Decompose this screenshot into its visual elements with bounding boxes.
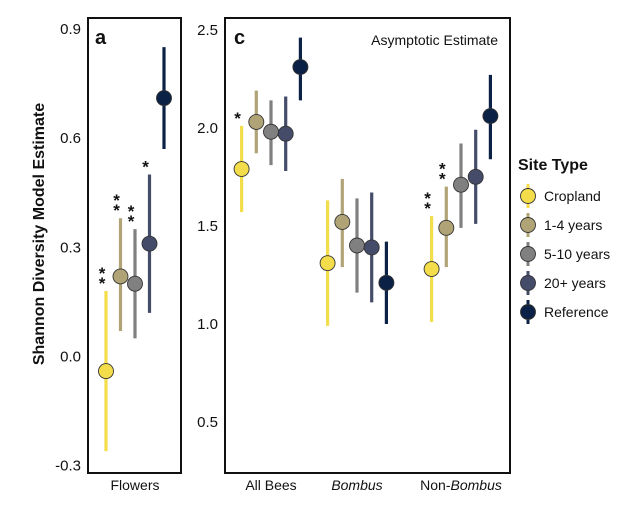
legend-item: Cropland (520, 184, 601, 208)
data-point (453, 176, 469, 193)
data-point (156, 90, 172, 107)
significance-star: * (99, 264, 106, 283)
significance-star: * (439, 170, 446, 189)
significance-star: * (142, 158, 149, 177)
panel-c-marks: ***** (233, 37, 499, 326)
y-tick-label: 0.5 (197, 414, 218, 431)
data-point (349, 237, 365, 254)
panel-a: a -0.30.00.30.60.9 **** *** Flowers (55, 17, 182, 493)
data-point (467, 168, 484, 185)
y-tick-label: 0.0 (60, 349, 81, 366)
y-tick-label: 2.5 (197, 22, 218, 39)
legend-label: 5-10 years (544, 246, 610, 262)
legend-item: Reference (520, 300, 609, 324)
panel-a-categories: Flowers (110, 477, 159, 493)
significance-star: * (128, 212, 135, 231)
legend-label: Cropland (544, 188, 601, 204)
significance-star: * (234, 109, 241, 128)
y-tick-label: 1.0 (197, 316, 218, 333)
data-point (141, 235, 158, 252)
significance-star: * (113, 201, 120, 220)
panel-c-frame (224, 17, 511, 474)
y-tick-label: 0.3 (60, 239, 81, 256)
panel-c-annotation: Asymptotic Estimate (371, 32, 498, 48)
y-tick-label: 1.5 (197, 218, 218, 235)
legend-marker (520, 304, 536, 320)
y-axis-title: Shannon Diversity Model Estimate (31, 103, 48, 365)
legend-marker (520, 246, 536, 262)
legend-item: 20+ years (520, 271, 606, 295)
legend-label: 1-4 years (544, 217, 602, 233)
legend-marker (520, 188, 536, 204)
legend-marker (520, 275, 536, 291)
panel-c: c Asymptotic Estimate 0.51.01.52.02.5 **… (197, 17, 511, 493)
legend-label: Reference (544, 304, 609, 320)
significance-star: * (128, 202, 135, 221)
panel-a-y-ticks: -0.3 0.0 0.3 0.6 0.9 (55, 21, 81, 475)
significance-star: * (99, 274, 106, 293)
category-label: Non-Bombus (420, 477, 502, 493)
data-point (482, 108, 499, 125)
legend-title: Site Type (518, 157, 588, 174)
data-point (319, 255, 336, 272)
significance-star: * (424, 189, 431, 208)
category-label: All Bees (245, 477, 296, 493)
legend-item: 5-10 years (520, 242, 610, 266)
data-point (277, 125, 294, 142)
data-point (334, 214, 351, 230)
legend-marker (520, 217, 536, 233)
data-point (112, 268, 129, 285)
panel-a-marks: **** *** (98, 47, 172, 452)
data-point (438, 219, 455, 236)
data-point (263, 123, 279, 140)
data-point (127, 275, 143, 292)
legend-label: 20+ years (544, 275, 606, 291)
y-tick-label: 2.0 (197, 120, 218, 137)
y-tick-label: 0.6 (60, 130, 81, 147)
significance-star: * (113, 191, 120, 210)
category-label: Bombus (331, 477, 382, 493)
legend-item: 1-4 years (520, 213, 602, 237)
data-point (378, 274, 395, 291)
data-point (363, 239, 380, 256)
data-point (423, 261, 440, 277)
panel-c-letter: c (234, 27, 245, 49)
y-tick-label: -0.3 (55, 458, 81, 475)
legend: Site Type Cropland 1-4 years 5-10 years 20+… (518, 157, 610, 324)
y-tick-label: 0.9 (60, 21, 81, 38)
data-point (248, 113, 265, 130)
category-label: Flowers (110, 477, 159, 493)
panel-c-categories: All Bees Bombus Non-Bombus (245, 477, 502, 493)
panel-c-y-ticks: 0.5 1.0 1.5 2.0 2.5 (197, 22, 218, 431)
data-point (292, 59, 309, 75)
legend-items: Cropland 1-4 years 5-10 years 20+ years Refe… (520, 184, 610, 324)
data-point (233, 161, 250, 177)
data-point (98, 363, 114, 380)
significance-star: * (424, 199, 431, 218)
panel-a-frame (87, 17, 182, 474)
panel-a-letter: a (95, 27, 107, 49)
significance-star: * (439, 160, 446, 179)
